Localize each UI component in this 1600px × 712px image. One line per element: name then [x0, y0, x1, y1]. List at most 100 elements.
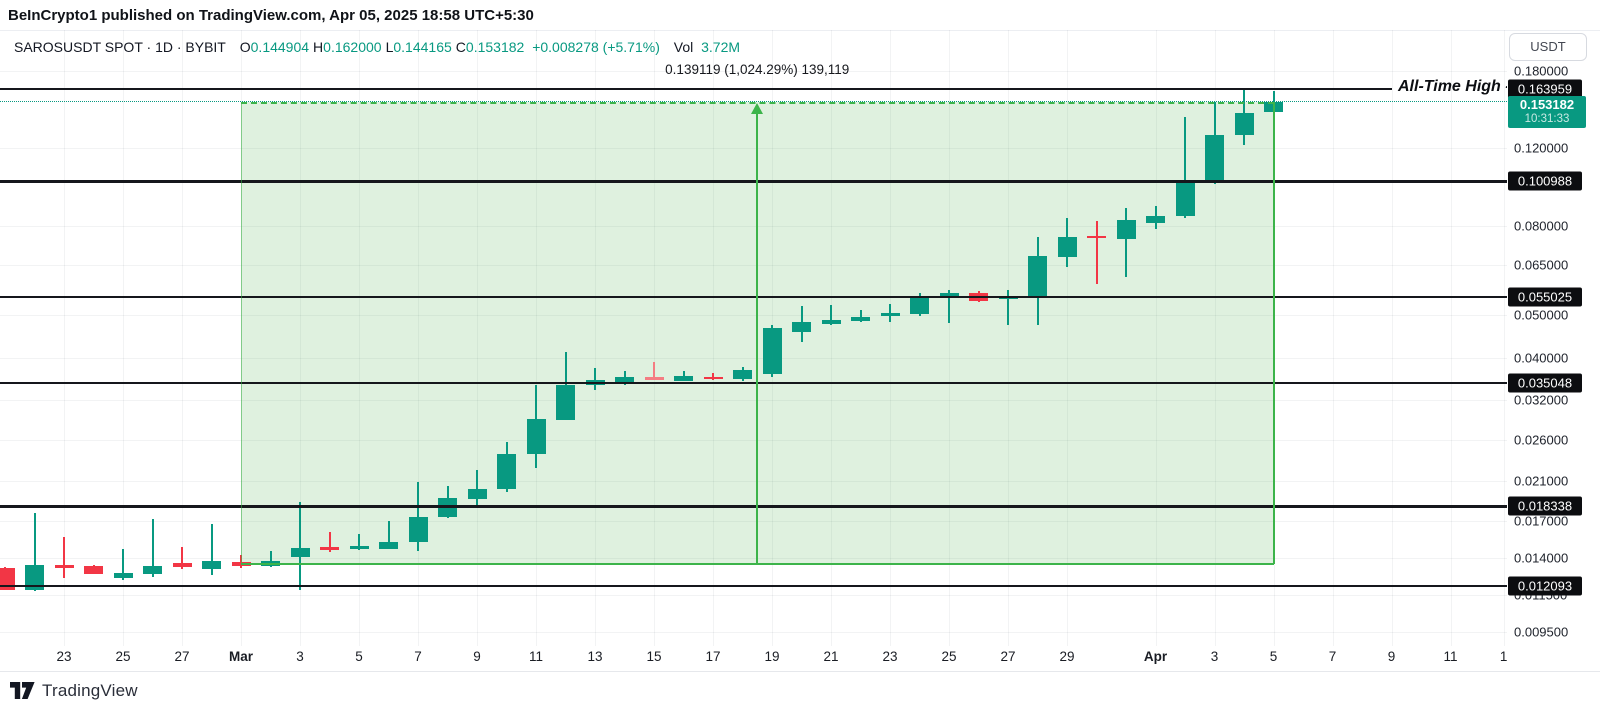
candle-mar-28	[1028, 255, 1047, 297]
time-axis-label: 27	[1000, 649, 1016, 664]
candle-mar-14	[615, 376, 634, 382]
time-axis-label: 11	[1443, 649, 1458, 664]
gridline-vertical	[359, 30, 360, 646]
candle-feb-28	[202, 560, 221, 570]
gridline-horizontal	[0, 148, 1507, 150]
legend-ohlc-value: 0.153182	[465, 39, 525, 55]
candle-mar-22	[851, 317, 870, 322]
tradingview-logo-text: TradingView	[42, 681, 138, 700]
gridline-horizontal	[0, 225, 1507, 227]
time-axis-label: 11	[528, 649, 544, 664]
candle-wick-feb-27	[181, 547, 183, 570]
time-axis-label: 25	[115, 649, 131, 664]
time-axis-label: 7	[414, 649, 422, 664]
gridline-vertical	[890, 30, 891, 646]
legend-volume-label: Vol	[673, 39, 694, 55]
gridline-horizontal	[0, 357, 1507, 359]
time-axis-label: Apr	[1143, 649, 1168, 664]
gridline-horizontal	[0, 400, 1507, 402]
candle-mar-31	[1116, 219, 1136, 239]
candle-mar-9	[467, 489, 487, 500]
candle-wick-mar-31	[1125, 207, 1127, 277]
legend-volume-value: 3.72M	[701, 39, 741, 55]
candle-mar-30	[1087, 235, 1106, 239]
time-axis-label: 17	[705, 649, 721, 664]
currency-toggle-button[interactable]: USDT	[1509, 33, 1587, 61]
time-axis-label: 27	[174, 649, 190, 664]
gridline-vertical	[123, 30, 124, 646]
candle-wick-mar-23	[889, 304, 891, 323]
gridline-horizontal	[0, 631, 1507, 633]
time-axis-label: 7	[1328, 649, 1337, 664]
candle-feb-27	[172, 562, 192, 568]
time-axis-label: 13	[587, 649, 603, 664]
time-axis-label: 23	[56, 649, 72, 664]
candle-wick-feb-23	[63, 537, 65, 578]
gridline-vertical	[64, 30, 65, 646]
price-level-ray	[0, 381, 1507, 385]
time-axis-label: 19	[764, 649, 780, 664]
price-axis-label: 0.014000	[1514, 550, 1569, 566]
legend-ohlc-key: H	[313, 39, 324, 55]
candle-wick-mar-3	[299, 502, 301, 590]
price-level-ray	[0, 180, 1507, 183]
candle-mar-19	[762, 328, 782, 374]
candle-wick-feb-28	[210, 524, 213, 575]
gridline-vertical	[713, 30, 714, 646]
candle-wick-apr-2	[1184, 116, 1186, 218]
candle-mar-3	[290, 547, 310, 558]
time-axis-label: 3	[296, 649, 304, 664]
price-level-ray	[0, 584, 1507, 588]
current-price-line	[0, 100, 1507, 102]
bar-countdown-timer: 10:31:33	[1524, 113, 1570, 125]
gridline-vertical	[1332, 30, 1334, 646]
candle-mar-16	[674, 375, 693, 381]
price-axis-label: 0.050000	[1514, 307, 1569, 323]
gridline-vertical	[1391, 30, 1393, 646]
time-axis-label: 9	[1387, 649, 1396, 664]
gridline-vertical	[831, 30, 832, 646]
gridline-vertical	[418, 30, 419, 646]
candle-wick-mar-25	[948, 289, 950, 324]
chart-plot-area[interactable]: All-Time High - 0.139119 (1,024.29%) 139,…	[0, 30, 1507, 646]
gridline-vertical	[300, 30, 301, 646]
legend-ohlc-value: 0.144904	[250, 39, 310, 55]
gridline-horizontal	[0, 520, 1507, 522]
gridline-vertical	[1450, 30, 1452, 646]
publish-info: BeInCrypto1 published on TradingView.com…	[8, 7, 534, 24]
gridline-vertical	[1008, 30, 1009, 646]
time-axis-label: 29	[1059, 649, 1075, 664]
price-level-badge: 0.055025	[1508, 287, 1582, 307]
header-divider	[0, 30, 1600, 31]
gridline-horizontal	[0, 557, 1507, 559]
gridline-horizontal	[0, 315, 1507, 317]
bottom-divider	[0, 671, 1600, 672]
measure-arrow-line	[756, 111, 759, 564]
tradingview-logo[interactable]: TradingView	[10, 681, 138, 701]
legend-ohlc-key: L	[385, 39, 394, 55]
time-axis-label: 3	[1210, 649, 1219, 664]
price-axis-label: 0.032000	[1514, 392, 1569, 408]
symbol-title[interactable]: SAROSUSDT SPOT · 1D · BYBIT	[14, 39, 226, 55]
gridline-vertical	[1503, 30, 1505, 646]
candle-feb-26	[143, 566, 162, 575]
gridline-vertical	[1067, 30, 1068, 646]
price-axis-label: 0.120000	[1514, 140, 1569, 156]
ath-label: All-Time High -	[1398, 77, 1507, 95]
candle-feb-24	[84, 566, 103, 574]
candle-mar-6	[379, 542, 398, 549]
candle-wick-mar-15	[653, 362, 655, 380]
current-price-value: 0.153182	[1519, 97, 1575, 112]
measure-arrow-head	[751, 103, 764, 115]
price-level-ray	[0, 295, 1507, 299]
candle-wick-feb-25	[122, 549, 124, 581]
chart-legend[interactable]: SAROSUSDT SPOT · 1D · BYBIT O0.144904 H0.…	[14, 39, 740, 55]
gridline-vertical	[949, 30, 950, 646]
candle-mar-4	[320, 547, 339, 550]
time-axis-label: 5	[1269, 649, 1278, 664]
time-axis[interactable]	[0, 646, 1507, 671]
candle-wick-feb-22	[33, 512, 36, 591]
gridline-horizontal	[0, 595, 1507, 597]
price-level-badge: 0.100988	[1508, 171, 1582, 191]
price-axis-label: 0.080000	[1514, 218, 1569, 234]
